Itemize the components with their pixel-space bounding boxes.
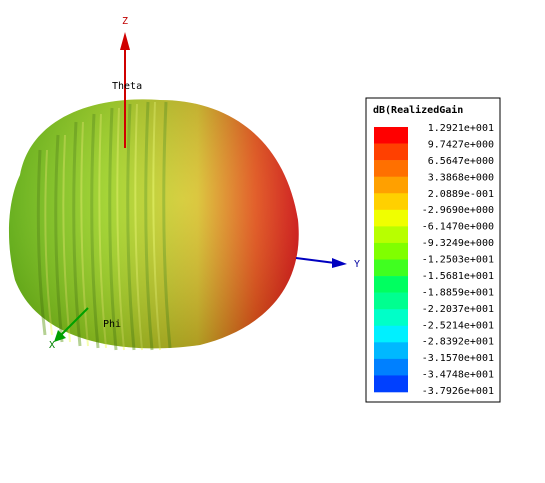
- legend-swatch: [374, 309, 408, 327]
- legend-swatch: [374, 325, 408, 343]
- legend-label: -3.4748e+001: [422, 370, 494, 381]
- legend-label: 2.0889e-001: [428, 189, 494, 200]
- legend-swatch: [374, 209, 408, 227]
- legend-label: -3.7926e+001: [422, 386, 494, 397]
- axes: Z Y X Theta Phi: [49, 16, 360, 351]
- legend-label: 3.3868e+000: [428, 172, 494, 183]
- z-axis-label: Z: [122, 16, 128, 27]
- legend-label: -2.8392e+001: [422, 337, 494, 348]
- y-axis-label: Y: [354, 259, 360, 270]
- legend-swatch: [374, 242, 408, 260]
- legend-swatch: [374, 375, 408, 393]
- legend-label: -1.2503e+001: [422, 255, 494, 266]
- legend-swatch: [374, 160, 408, 177]
- legend-swatch: [374, 193, 408, 211]
- legend-title: dB(RealizedGain: [373, 104, 463, 116]
- legend-swatch: [374, 276, 408, 293]
- legend-swatch: [374, 226, 408, 244]
- legend: dB(RealizedGain 1.2921e+001 9.7427e+000 6.…: [365, 97, 501, 403]
- legend-label: -6.1470e+000: [422, 222, 494, 233]
- legend-swatch: [374, 259, 408, 277]
- legend-label: -9.3249e+000: [422, 238, 494, 249]
- legend-swatch: [374, 143, 408, 161]
- legend-label: -2.9690e+000: [422, 205, 494, 216]
- legend-label: 1.2921e+001: [428, 123, 494, 134]
- legend-label: -1.5681e+001: [422, 271, 494, 282]
- legend-label: -2.2037e+001: [422, 304, 494, 315]
- legend-label: -1.8859e+001: [422, 287, 494, 298]
- x-axis-label: X: [49, 340, 55, 351]
- radiation-pattern: [8, 99, 299, 351]
- legend-label: -2.5214e+001: [422, 320, 494, 331]
- legend-label: 6.5647e+000: [428, 156, 494, 167]
- legend-swatch: [374, 342, 408, 360]
- legend-label: -3.1570e+001: [422, 353, 494, 364]
- legend-swatch: [374, 127, 408, 144]
- phi-label: Phi: [103, 319, 121, 330]
- legend-label: 9.7427e+000: [428, 139, 494, 150]
- legend-swatch: [374, 358, 408, 376]
- legend-swatch: [374, 292, 408, 310]
- theta-label: Theta: [112, 81, 142, 92]
- legend-swatch: [374, 176, 408, 194]
